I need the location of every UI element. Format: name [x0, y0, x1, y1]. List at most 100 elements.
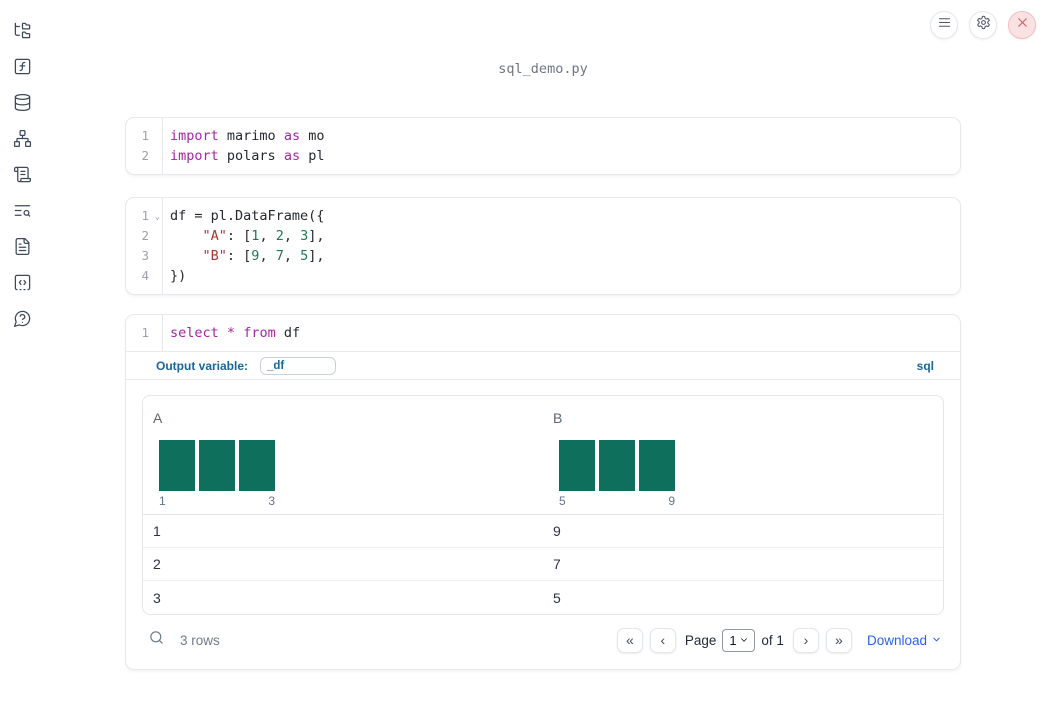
- line-number: 2: [141, 228, 149, 243]
- sidebar-item-logs[interactable]: [4, 159, 40, 195]
- histogram-bar: [239, 440, 275, 491]
- table-cell: 2: [153, 556, 161, 572]
- sidebar-item-functions[interactable]: [4, 51, 40, 87]
- chevron-down-icon: [737, 633, 749, 648]
- sidebar-item-snippets[interactable]: [4, 267, 40, 303]
- code-line[interactable]: 3 "B": [9, 7, 5],: [126, 246, 960, 266]
- shutdown-button[interactable]: [1008, 11, 1036, 39]
- table-cell: 7: [553, 556, 561, 572]
- sql-cell-toolbar: Output variable: sql: [126, 352, 960, 380]
- text-search-icon: [13, 201, 32, 225]
- sidebar-item-help[interactable]: [4, 303, 40, 339]
- function-square-icon: [13, 57, 32, 81]
- row-count: 3 rows: [180, 632, 220, 648]
- hamburger-menu-icon: [937, 15, 952, 35]
- pagination: « ‹ Page 1 of 1 › »: [616, 627, 942, 653]
- sidebar-item-datasources[interactable]: [4, 87, 40, 123]
- sidebar-item-dependencies[interactable]: [4, 123, 40, 159]
- close-icon: [1015, 15, 1030, 35]
- code-line[interactable]: 4}): [126, 266, 960, 286]
- first-page-button[interactable]: «: [616, 627, 643, 653]
- notebook: sql_demo.py 1 import marimo as mo 2 import …: [125, 0, 961, 670]
- histogram-bar: [599, 440, 635, 491]
- histogram-bar: [199, 440, 235, 491]
- file-text-icon: [13, 237, 32, 261]
- language-badge: sql: [916, 358, 934, 373]
- page-label: Page: [684, 632, 717, 648]
- last-page-icon: »: [835, 632, 843, 648]
- column-histogram: [159, 440, 533, 491]
- output-variable-input[interactable]: [260, 356, 337, 375]
- code-text: "B": [9, 7, 5],: [202, 248, 325, 264]
- help-bubble-icon: [13, 309, 32, 333]
- gear-icon: [976, 15, 991, 35]
- code-editor[interactable]: 1 import marimo as mo 2 import polars as pl: [126, 118, 960, 174]
- column-name: B: [553, 410, 563, 426]
- sidebar-item-search-logs[interactable]: [4, 195, 40, 231]
- network-graph-icon: [13, 129, 32, 153]
- sql-code-editor[interactable]: 1 select * from df: [126, 315, 960, 351]
- code-text: "A": [1, 2, 3],: [202, 228, 325, 244]
- menu-button[interactable]: [930, 11, 958, 39]
- table-footer: 3 rows « ‹ Page 1 of 1 ›: [142, 622, 944, 658]
- window-controls: [930, 11, 1036, 39]
- code-snippet-icon: [13, 273, 32, 297]
- histogram-bar: [559, 440, 595, 491]
- column-histogram: [559, 440, 933, 491]
- download-button[interactable]: Download: [867, 632, 942, 648]
- histogram-bar: [159, 440, 195, 491]
- prev-page-button[interactable]: ‹: [649, 627, 676, 653]
- code-line[interactable]: 1 select * from df: [126, 323, 960, 343]
- code-line[interactable]: 2 import polars as pl: [126, 146, 960, 166]
- table-cell: 5: [553, 589, 561, 606]
- code-cell-imports: 1 import marimo as mo 2 import polars as pl: [125, 117, 961, 175]
- line-number: 1: [141, 325, 149, 340]
- first-page-icon: «: [625, 632, 634, 648]
- fold-chevron-icon[interactable]: ⌄: [154, 212, 160, 222]
- prev-page-icon: ‹: [660, 632, 666, 648]
- code-line[interactable]: 1 ⌄ df = pl.DataFrame({: [126, 206, 960, 226]
- line-number: 2: [141, 148, 149, 163]
- line-number: 4: [141, 268, 149, 283]
- page-select-value: 1: [729, 632, 737, 648]
- last-page-button[interactable]: »: [825, 627, 852, 653]
- download-label: Download: [866, 632, 927, 648]
- code-text: select * from df: [170, 325, 301, 341]
- code-line[interactable]: 1 import marimo as mo: [126, 126, 960, 146]
- settings-button[interactable]: [969, 11, 997, 39]
- search-button[interactable]: [144, 628, 168, 652]
- notebook-filename: sql_demo.py: [498, 61, 588, 77]
- next-page-button[interactable]: ›: [792, 627, 819, 653]
- search-icon: [148, 629, 165, 651]
- page-select[interactable]: 1: [722, 628, 756, 652]
- table-cell: 3: [153, 589, 161, 606]
- sidebar-item-documentation[interactable]: [4, 231, 40, 267]
- table-cell: 9: [553, 523, 561, 539]
- code-line[interactable]: 2 "A": [1, 2, 3],: [126, 226, 960, 246]
- code-cell-dataframe: 1 ⌄ df = pl.DataFrame({2 "A": [1, 2, 3], 3 …: [125, 197, 961, 295]
- code-text: import marimo as mo: [170, 128, 325, 144]
- table-cell: 1: [153, 523, 161, 539]
- file-tree-icon: [13, 21, 32, 45]
- output-variable-label: Output variable:: [156, 358, 249, 373]
- code-editor[interactable]: 1 ⌄ df = pl.DataFrame({2 "A": [1, 2, 3], 3 …: [126, 198, 960, 294]
- code-text: }): [170, 268, 187, 284]
- sql-cell: 1 select * from df Output variable: sql A…: [125, 314, 961, 670]
- sidebar-item-file-explorer[interactable]: [4, 15, 40, 51]
- database-icon: [13, 93, 32, 117]
- code-text: import polars as pl: [170, 148, 325, 164]
- page-of-label: of 1: [761, 632, 784, 648]
- code-text: df = pl.DataFrame({: [170, 208, 325, 224]
- histogram-bar: [639, 440, 675, 491]
